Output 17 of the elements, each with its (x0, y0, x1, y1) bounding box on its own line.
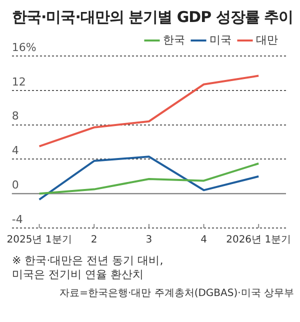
y-tick-label: 4 (12, 144, 19, 158)
text: 자료=한국은행·대만 주계총처(DGBAS)·미국 상무부 (58, 287, 295, 300)
y-tick-label: 12 (12, 75, 26, 88)
legend-label: 한국 (163, 33, 185, 46)
y-tick-label: -4 (12, 212, 23, 226)
y-tick-label: 16% (12, 40, 36, 54)
legend-label: 대만 (256, 33, 278, 46)
y-tick-label: 0 (12, 178, 19, 192)
chart-title: 한국·미국·대만의 분기별 GDP 성장률 추이 (11, 7, 294, 27)
x-tick-label: 2026년 1분기 (226, 234, 292, 246)
x-tick-label: 2 (90, 234, 98, 246)
x-tick-label: 2025년 1분기 (6, 234, 72, 246)
text: ※ 한국·대만은 전년 동기 대비, 미국은 전기비 연율 환산치 (11, 253, 164, 282)
y-tick-label: 8 (12, 110, 19, 123)
x-tick-label: 3 (146, 234, 152, 246)
legend-label: 미국 (210, 33, 232, 46)
x-tick-label: 4 (200, 234, 207, 246)
